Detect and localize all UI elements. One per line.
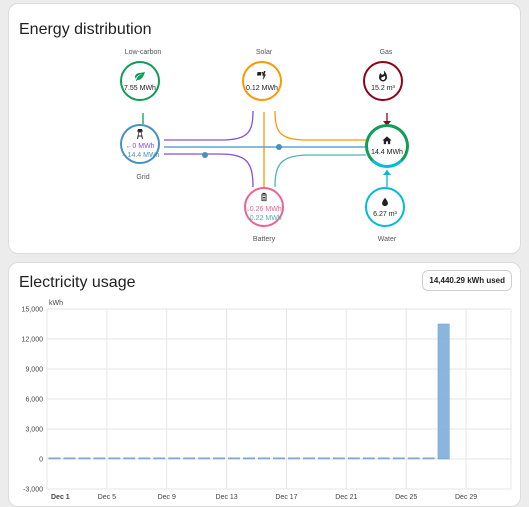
- usage-bar: [198, 457, 211, 460]
- grid-return-value: ←0 MWh: [125, 143, 155, 150]
- solar-value: 0.12 MWh: [246, 84, 278, 92]
- usage-bar: [228, 457, 241, 460]
- transmission-tower-icon: [134, 128, 146, 140]
- home-value: 14.4 MWh: [371, 149, 403, 156]
- battery-node[interactable]: ↓0.26 MWh ↑0.22 MWh: [244, 187, 284, 227]
- usage-bar: [153, 457, 166, 460]
- usage-bar: [332, 457, 345, 460]
- home-node[interactable]: 14.4 MWh: [365, 124, 409, 168]
- solar-node[interactable]: 0.12 MWh: [242, 61, 282, 101]
- energy-distribution-card: Energy distribution Low-carbon 7.55 MWh …: [8, 3, 521, 254]
- lowcarbon-node[interactable]: 7.55 MWh: [120, 61, 160, 101]
- x-tick-label: Dec 17: [275, 494, 297, 501]
- water-label: Water: [377, 236, 397, 243]
- usage-bar: [168, 457, 181, 460]
- battery-discharge-value: ↓0.26 MWh: [246, 206, 282, 213]
- battery-label: Battery: [252, 236, 276, 243]
- flow-gas-arrow: [383, 121, 391, 126]
- electricity-usage-title: Electricity usage: [19, 274, 136, 291]
- usage-bar: [48, 457, 61, 460]
- flow-battery-home: [274, 154, 366, 188]
- x-tick-label: Dec 13: [216, 494, 238, 501]
- battery-charge-value: ↑0.22 MWh: [246, 215, 282, 222]
- y-tick-label: 0: [39, 457, 43, 464]
- y-tick-label: 3,000: [25, 427, 43, 434]
- gas-label: Gas: [379, 49, 393, 56]
- battery-icon: [259, 191, 269, 203]
- usage-bar: [362, 457, 375, 460]
- usage-bar: [273, 457, 285, 460]
- water-drop-icon: [380, 196, 390, 208]
- usage-bar: [392, 457, 405, 460]
- grid-label: Grid: [136, 174, 150, 181]
- usage-bar: [288, 457, 300, 460]
- usage-bar: [93, 457, 106, 460]
- usage-bar: [317, 457, 330, 460]
- y-tick-label: 6,000: [25, 397, 43, 404]
- y-tick-label: 9,000: [25, 367, 43, 374]
- flow-solar-home: [274, 110, 366, 141]
- x-tick-label: Dec 9: [158, 494, 176, 501]
- lowcarbon-label: Low-carbon: [124, 49, 162, 56]
- flow-grid-battery: [164, 153, 254, 188]
- usage-bar: [183, 457, 196, 460]
- lowcarbon-value: 7.55 MWh: [124, 84, 156, 92]
- total-usage-badge: 14,440.29 kWh used: [422, 270, 512, 291]
- flow-grid-home-dot: [276, 144, 282, 150]
- usage-bar: [377, 457, 390, 460]
- x-tick-label: Dec 29: [455, 494, 477, 501]
- y-axis-label: kWh: [49, 300, 63, 307]
- x-tick-label: Dec 25: [395, 494, 417, 501]
- water-node[interactable]: 6.27 m³: [365, 187, 405, 227]
- solar-label: Solar: [255, 49, 273, 56]
- flow-grid-battery-dot: [202, 152, 208, 158]
- x-tick-label: Dec 1: [51, 494, 70, 501]
- usage-bar: [302, 457, 315, 460]
- energy-flow-lines: [142, 110, 391, 188]
- x-tick-label: Dec 21: [335, 494, 357, 501]
- usage-bar: [123, 457, 136, 460]
- usage-bar: [78, 457, 91, 460]
- solar-power-icon: [255, 70, 269, 82]
- grid-node[interactable]: ←0 MWh →14.4 MWh: [120, 124, 160, 164]
- home-icon: [381, 135, 393, 146]
- usage-bar: [407, 457, 420, 460]
- usage-bar: [213, 457, 226, 460]
- x-tick-label: Dec 5: [98, 494, 116, 501]
- gas-node[interactable]: 15.2 m³: [363, 61, 403, 101]
- leaf-icon: [133, 70, 147, 82]
- y-tick-label: 15,000: [22, 307, 44, 314]
- usage-bar: [63, 457, 76, 460]
- usage-bar: [243, 457, 256, 460]
- water-value: 6.27 m³: [373, 210, 397, 218]
- y-tick-label: 12,000: [22, 337, 44, 344]
- y-tick-label: -3,000: [23, 487, 43, 494]
- flow-water-arrow: [383, 170, 391, 175]
- usage-bar: [258, 457, 270, 460]
- usage-bar: [138, 457, 151, 460]
- usage-bar: [437, 323, 450, 460]
- electricity-usage-card: Electricity usage 14,440.29 kWh used kWh…: [8, 262, 521, 507]
- grid-consumption-value: →14.4 MWh: [120, 152, 160, 159]
- usage-bar: [422, 457, 435, 460]
- usage-bar: [347, 457, 360, 460]
- flow-solar-grid: [164, 110, 254, 141]
- electricity-usage-chart: kWh 15,000 12,000 9,000 6,000 3,000 0 -3,000 Dec…: [22, 300, 512, 501]
- energy-distribution-title: Energy distribution: [19, 21, 152, 38]
- fire-icon: [377, 70, 389, 82]
- usage-bar: [108, 457, 121, 460]
- gas-value: 15.2 m³: [371, 84, 395, 92]
